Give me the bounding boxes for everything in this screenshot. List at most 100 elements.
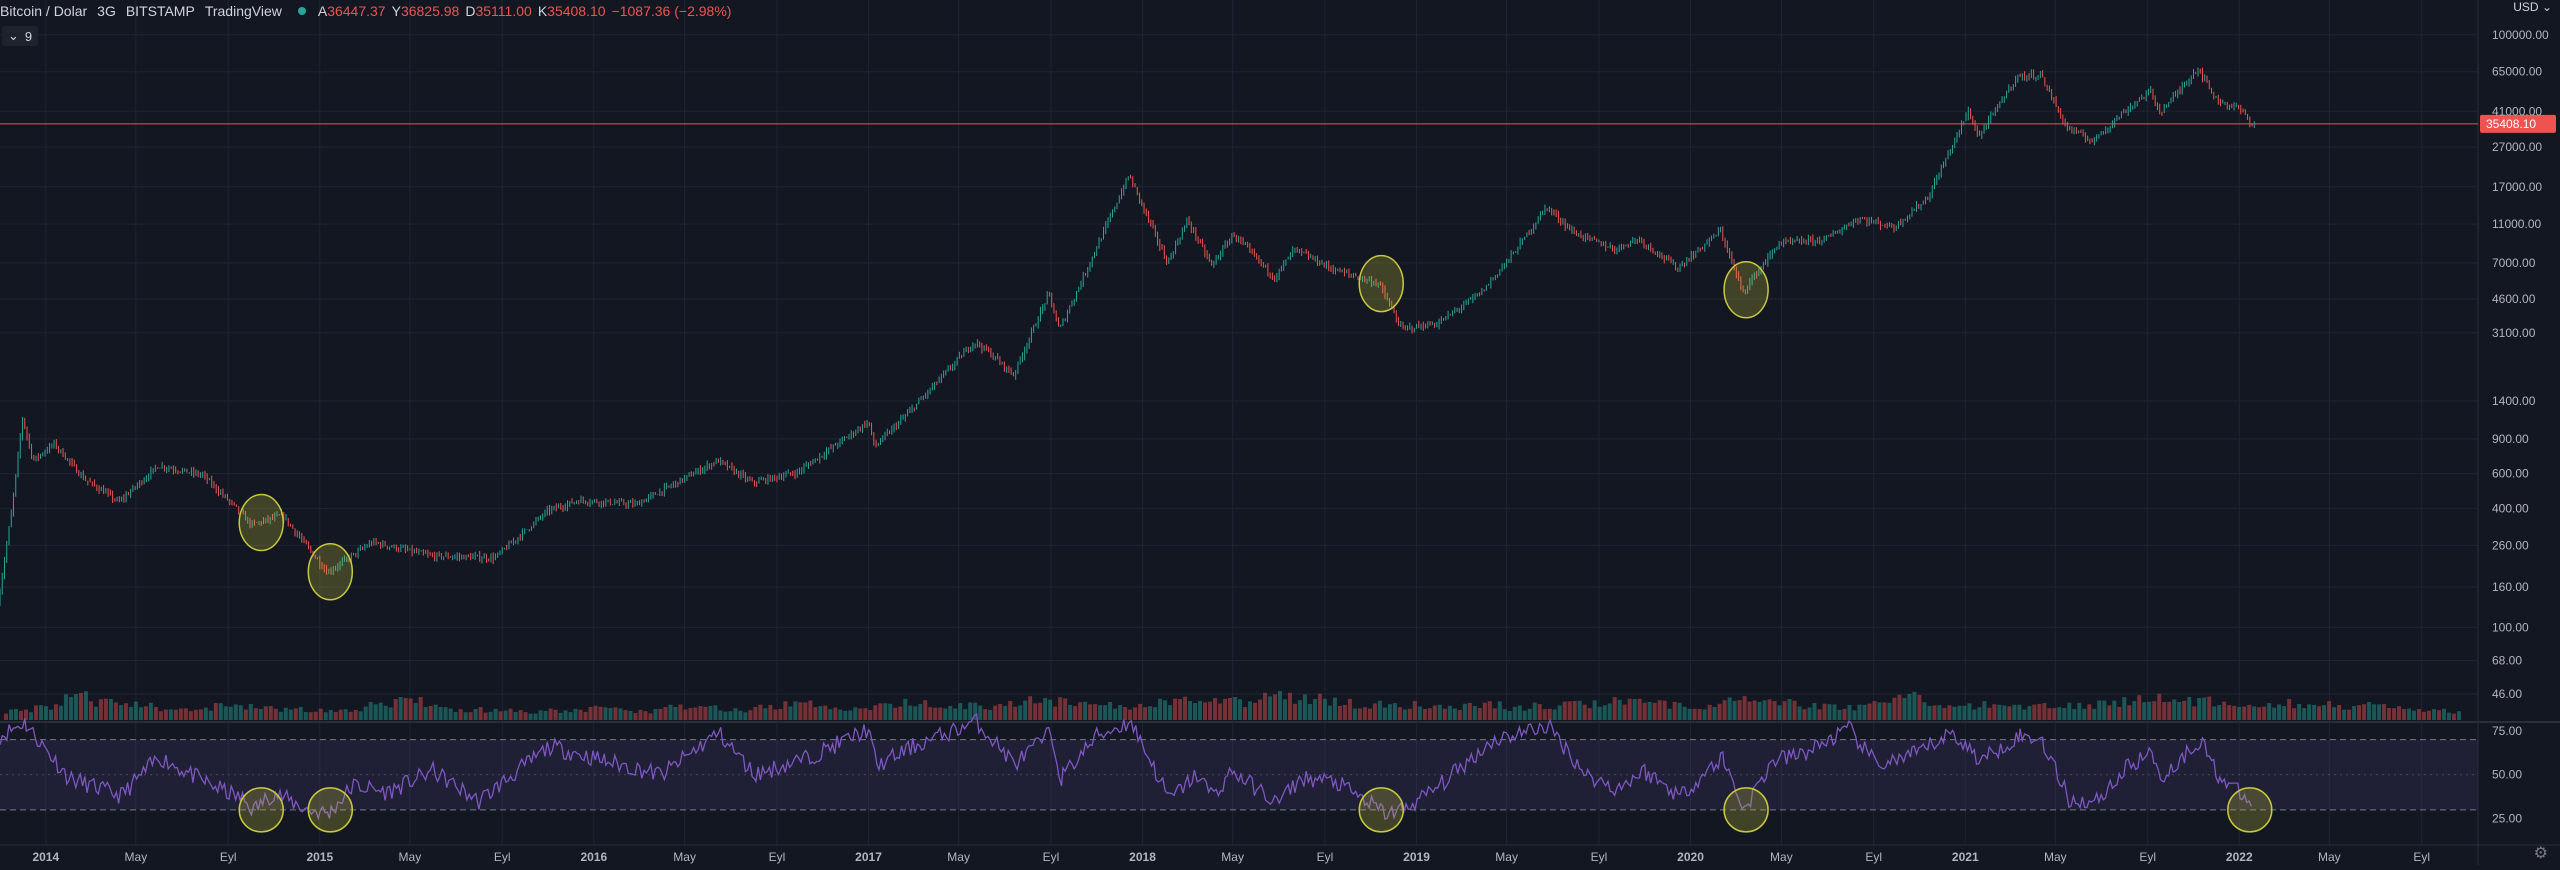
rsi-highlight-circle (2227, 787, 2273, 833)
symbol-title[interactable]: Bitcoin / Dolar (0, 3, 88, 19)
volume-bar (508, 708, 513, 720)
time-tick-label: 2014 (32, 850, 59, 864)
volume-bar (1302, 694, 1307, 720)
volume-bar (1537, 704, 1542, 720)
indicators-toggle-button[interactable]: ⌄ 9 (2, 26, 39, 46)
volume-bar (1018, 705, 1023, 720)
volume-bar (1078, 702, 1083, 720)
volume-bar (458, 709, 463, 720)
volume-bar (1312, 699, 1317, 720)
volume-bar (893, 707, 898, 720)
volume-bar (823, 705, 828, 720)
volume-bar (528, 713, 533, 720)
volume-bar (1143, 707, 1148, 720)
volume-bar (363, 706, 368, 720)
open-key: A (317, 3, 328, 19)
volume-bar (228, 706, 233, 720)
volume-bar (2297, 703, 2302, 720)
volume-bar (1737, 700, 1742, 720)
volume-bar (283, 707, 288, 720)
volume-bar (1482, 702, 1487, 720)
volume-bar (18, 710, 23, 720)
high-value: 36825.98 (400, 3, 460, 19)
volume-bar (33, 705, 38, 720)
currency-selector[interactable]: USD ⌄ (2513, 0, 2552, 14)
volume-bar (2387, 708, 2392, 720)
volume-bar (1223, 698, 1228, 720)
volume-bar (2047, 708, 2052, 720)
price-tick-label: 100.00 (2492, 620, 2529, 634)
gear-icon[interactable]: ⚙ (2533, 845, 2548, 862)
volume-bar (1138, 703, 1143, 720)
volume-bar (2027, 706, 2032, 720)
volume-bar (613, 707, 618, 720)
volume-bar (1252, 702, 1257, 720)
volume-bar (963, 709, 968, 720)
volume-bar (1772, 701, 1777, 720)
volume-bar (2187, 696, 2192, 720)
volume-bar (918, 704, 923, 720)
volume-bar (1437, 704, 1442, 720)
volume-bar (1347, 698, 1352, 720)
volume-bar (828, 709, 833, 720)
volume-bar (1517, 705, 1522, 720)
volume-bar (133, 701, 138, 720)
volume-bar (2337, 704, 2342, 720)
volume-bar (673, 706, 678, 720)
volume-bar (63, 694, 68, 720)
volume-bar (2302, 708, 2307, 720)
volume-bar (563, 710, 568, 720)
volume-bar (1013, 706, 1018, 720)
volume-bar (2012, 704, 2017, 720)
volume-bar (2412, 710, 2417, 720)
volume-bar (213, 702, 218, 720)
time-tick-label: May (673, 850, 696, 864)
volume-bar (2067, 702, 2072, 720)
volume-bar (1337, 705, 1342, 720)
volume-bar (413, 703, 418, 720)
volume-bar (1297, 700, 1302, 720)
price-tick-label: 27000.00 (2492, 140, 2542, 154)
volume-bar (658, 708, 663, 720)
volume-bar (1332, 697, 1337, 720)
volume-bar (2057, 707, 2062, 720)
volume-bar (1877, 702, 1882, 720)
volume-bar (233, 704, 238, 720)
volume-bar (268, 706, 273, 720)
volume-bar (1682, 706, 1687, 720)
volume-bar (968, 702, 973, 720)
volume-bar (1882, 702, 1887, 720)
volume-bar (653, 708, 658, 720)
volume-bar (958, 703, 963, 720)
high-key: Y (391, 3, 401, 19)
volume-bar (1757, 701, 1762, 720)
volume-bar (2282, 706, 2287, 720)
volume-bar (53, 704, 58, 720)
time-tick-label: May (399, 850, 422, 864)
volume-bar (1752, 700, 1757, 720)
volume-bar (1148, 706, 1153, 720)
volume-bar (393, 699, 398, 720)
time-tick-label: Eyl (1317, 850, 1334, 864)
volume-bar (623, 710, 628, 720)
volume-bar (1982, 701, 1987, 720)
volume-bar (1857, 704, 1862, 720)
time-tick-label: 2019 (1403, 850, 1430, 864)
volume-bar (1767, 699, 1772, 720)
interval-label[interactable]: 3G (97, 3, 116, 19)
open-value: 36447.37 (327, 3, 386, 19)
volume-bar (1457, 709, 1462, 720)
rsi-line (0, 712, 2252, 821)
volume-bar (1422, 708, 1427, 720)
volume-bar (938, 707, 943, 720)
volume-bar (338, 709, 343, 720)
volume-bar (298, 706, 303, 720)
volume-bar (718, 710, 723, 720)
volume-bar (2417, 709, 2422, 720)
volume-bar (888, 703, 893, 720)
volume-bar (168, 709, 173, 720)
volume-bar (1557, 705, 1562, 720)
volume-bar (1492, 708, 1497, 720)
